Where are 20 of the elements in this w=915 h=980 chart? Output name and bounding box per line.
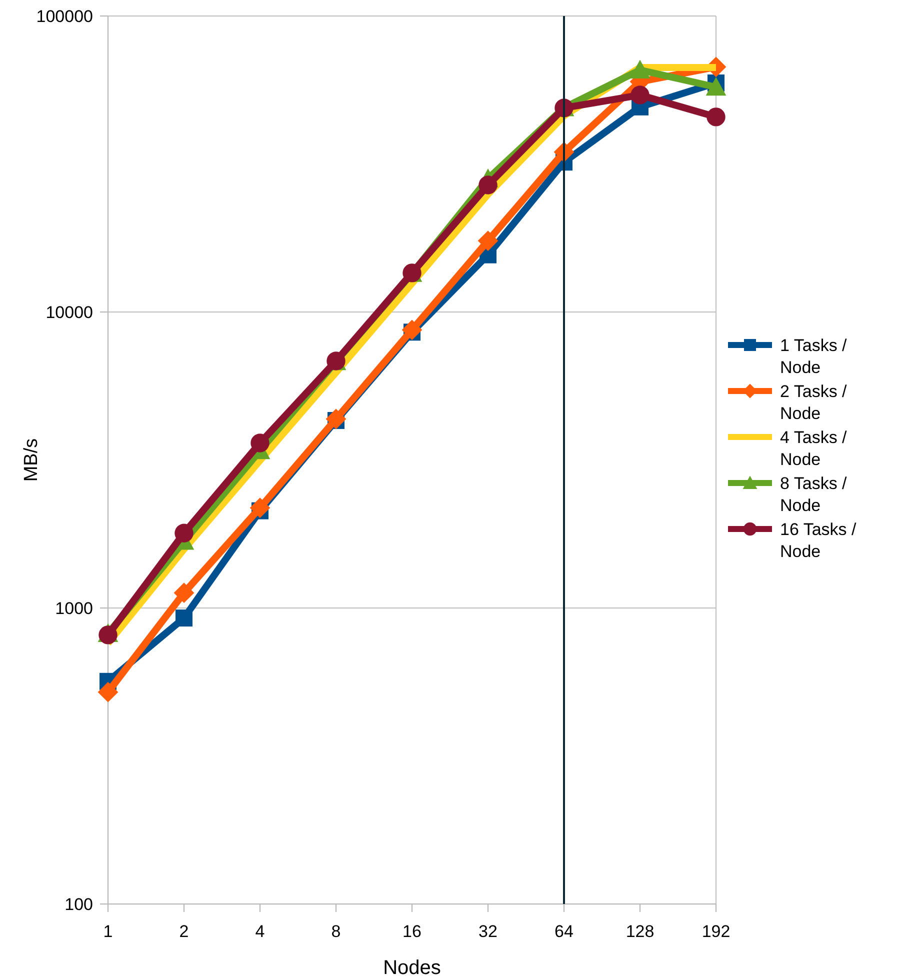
x-tick-label: 1 [103, 922, 113, 941]
x-tick-label: 16 [402, 922, 422, 941]
x-tick-label: 2 [179, 922, 189, 941]
legend-label: 2 Tasks / Node [780, 382, 848, 423]
x-tick-label: 192 [702, 922, 730, 941]
y-tick-label: 100000 [36, 6, 93, 26]
y-tick-label: 100 [64, 894, 93, 914]
x-tick-label: 32 [478, 922, 498, 941]
x-tick-label: 4 [255, 922, 265, 941]
legend-label: 8 Tasks / Node [780, 474, 848, 515]
legend-label: 4 Tasks / Node [780, 428, 848, 469]
x-axis-title: Nodes [383, 957, 441, 979]
y-tick-label: 10000 [46, 302, 93, 322]
legend-label: 16 Tasks / Node [780, 520, 857, 561]
legend-label: 1 Tasks / Node [780, 336, 848, 377]
x-tick-label: 8 [331, 922, 341, 941]
x-tick-label: 128 [626, 922, 654, 941]
y-tick-label: 1000 [55, 598, 93, 618]
y-axis-title: MB/s [21, 438, 42, 482]
x-tick-label: 64 [554, 922, 574, 941]
